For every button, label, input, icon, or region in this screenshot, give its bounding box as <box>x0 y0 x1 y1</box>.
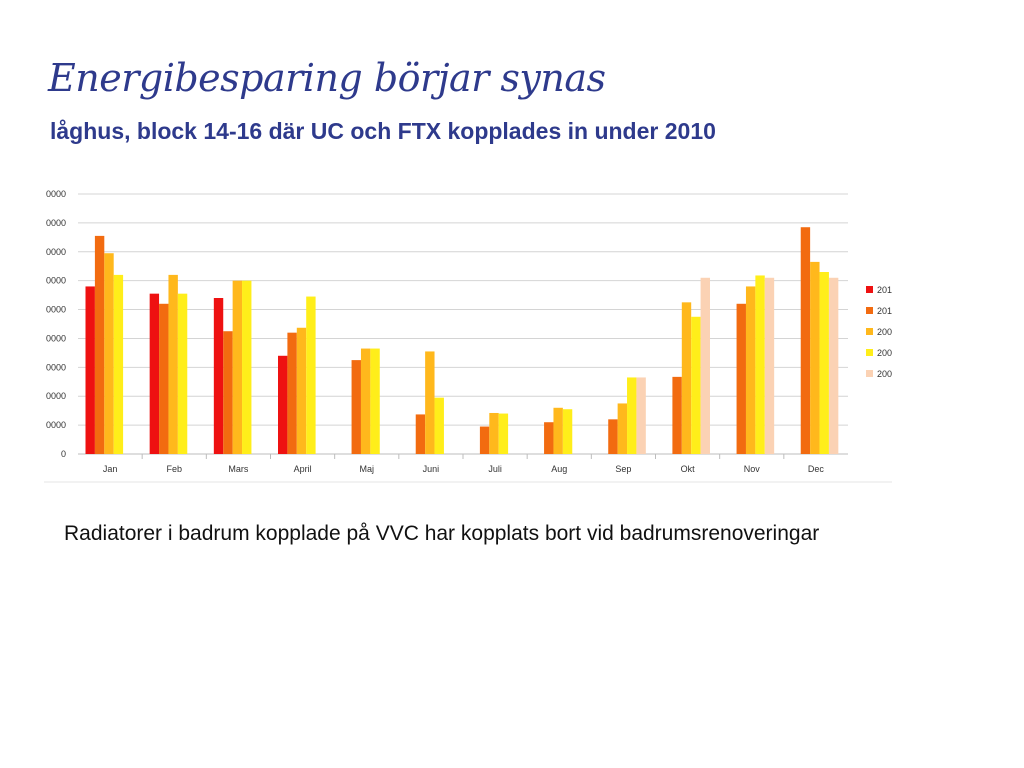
bar <box>700 277 710 454</box>
x-tick-label: Nov <box>744 464 761 474</box>
bar <box>370 348 380 454</box>
note-text: Radiatorer i badrum kopplade på VVC har … <box>64 522 820 545</box>
bar <box>828 277 839 454</box>
bar <box>360 348 371 454</box>
bar <box>287 332 297 454</box>
bar <box>223 331 233 454</box>
y-tick-label: 0000 <box>46 333 66 343</box>
y-tick-label: 0000 <box>46 247 66 257</box>
bar <box>636 377 646 454</box>
bar <box>810 261 820 454</box>
y-tick-label: 0000 <box>46 276 66 286</box>
bar <box>617 403 628 454</box>
legend-swatch <box>866 370 873 377</box>
legend-swatch <box>866 286 873 293</box>
bar <box>232 280 243 454</box>
bar <box>608 419 618 454</box>
legend-swatch <box>866 349 873 356</box>
bar <box>168 274 178 454</box>
bar <box>85 286 95 454</box>
bar <box>351 360 361 454</box>
bar <box>489 412 499 454</box>
x-tick-label: Mars <box>228 464 248 474</box>
bar <box>425 351 435 454</box>
slide-title: Energibesparing börjar synas <box>48 56 606 100</box>
bar <box>177 293 188 454</box>
y-tick-label: 0000 <box>46 218 66 228</box>
x-tick-label: Juni <box>423 464 440 474</box>
x-tick-label: Jan <box>103 464 118 474</box>
bar <box>498 413 509 454</box>
bar <box>800 227 811 454</box>
legend-label: 200 <box>877 348 892 358</box>
bar <box>764 277 775 454</box>
bar <box>627 377 637 454</box>
y-tick-label: 0000 <box>46 391 66 401</box>
x-tick-label: Juli <box>488 464 502 474</box>
legend-label: 201 <box>877 306 892 316</box>
bar <box>434 397 444 454</box>
bar <box>553 407 563 454</box>
x-tick-label: Dec <box>808 464 825 474</box>
x-tick-label: April <box>294 464 312 474</box>
legend-label: 200 <box>877 369 892 379</box>
legend-swatch <box>866 307 873 314</box>
bar <box>278 355 288 454</box>
x-tick-label: Feb <box>166 464 182 474</box>
bar <box>113 274 124 454</box>
bar <box>819 272 829 454</box>
bar <box>755 275 765 454</box>
bar <box>672 376 682 454</box>
bar <box>296 327 307 454</box>
legend-label: 200 <box>877 327 892 337</box>
x-tick-label: Sep <box>615 464 631 474</box>
legend-label: 201 <box>877 285 892 295</box>
bar <box>94 235 105 454</box>
bar <box>242 280 252 454</box>
energy-bar-chart: 0 0000 0000 0000 0000 0000 0000 0000 0000 0000 Jan… <box>0 178 900 488</box>
bar <box>691 316 701 454</box>
bar <box>745 286 756 454</box>
y-tick-label: 0 <box>61 449 66 459</box>
legend-swatch <box>866 328 873 335</box>
bar <box>104 253 114 454</box>
bar <box>306 296 316 454</box>
bar <box>479 426 490 454</box>
slide-subtitle: låghus, block 14-16 där UC och FTX koppl… <box>50 118 716 144</box>
bar <box>544 422 554 454</box>
y-tick-label: 0000 <box>46 420 66 430</box>
x-tick-label: Okt <box>681 464 696 474</box>
bar <box>159 303 169 454</box>
x-tick-label: Maj <box>359 464 374 474</box>
bar <box>149 293 160 454</box>
bar <box>681 302 692 454</box>
x-tick-label: Aug <box>551 464 567 474</box>
bar <box>736 303 746 454</box>
bar <box>415 414 426 454</box>
bar <box>562 409 573 454</box>
y-tick-label: 0000 <box>46 305 66 315</box>
bar <box>213 298 224 454</box>
y-tick-label: 0000 <box>46 362 66 372</box>
chart-svg: 0000000000000000000000000000000000000Jan… <box>44 189 892 483</box>
y-tick-label: 0000 <box>46 189 66 199</box>
